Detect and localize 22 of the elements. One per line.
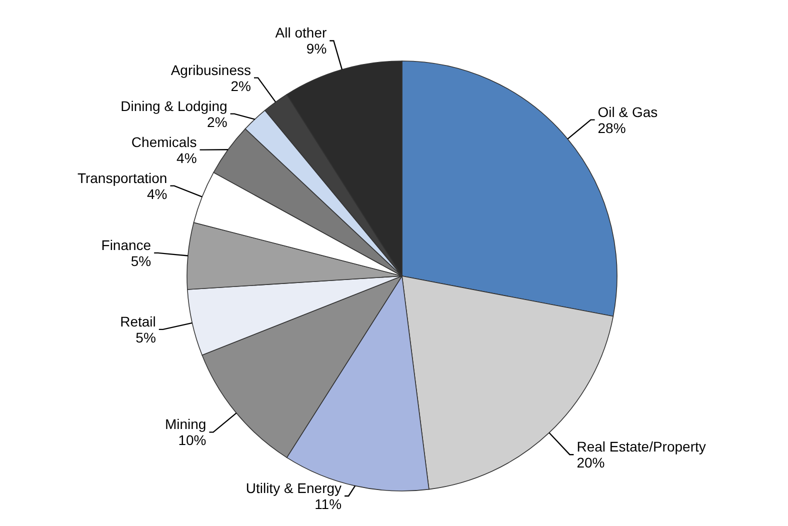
slice-label: Oil & Gas bbox=[598, 104, 658, 120]
slice-label: Transportation bbox=[77, 170, 168, 186]
slice-label: Dining & Lodging bbox=[120, 98, 228, 114]
slice-label: Real Estate/Property bbox=[576, 438, 706, 455]
slice-label: All other bbox=[275, 24, 327, 41]
slice-label: Utility & Energy bbox=[246, 480, 342, 496]
data-label: 10% bbox=[178, 432, 206, 448]
data-label: 5% bbox=[136, 329, 156, 346]
slice-label: Retail bbox=[120, 313, 156, 330]
slice-label: Chemicals bbox=[131, 134, 197, 150]
data-label: 28% bbox=[598, 120, 626, 136]
data-label: 20% bbox=[576, 454, 605, 471]
data-label: 4% bbox=[146, 186, 168, 202]
slice-label: Mining bbox=[164, 416, 206, 432]
slice-label: Finance bbox=[101, 236, 152, 253]
data-label: 4% bbox=[176, 150, 197, 166]
data-label: 9% bbox=[306, 40, 327, 57]
slice-label: Agribusiness bbox=[170, 62, 251, 78]
data-label: 2% bbox=[230, 78, 251, 94]
data-label: 2% bbox=[207, 114, 228, 130]
data-label: 11% bbox=[314, 496, 342, 512]
data-label: 5% bbox=[130, 252, 152, 269]
